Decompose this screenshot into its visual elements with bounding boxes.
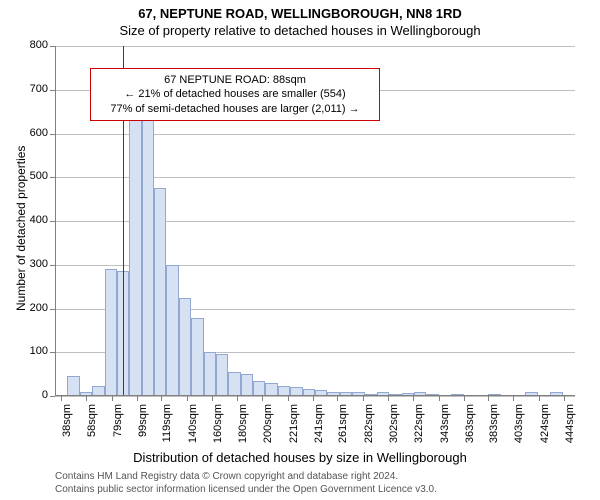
- x-tick: [262, 396, 263, 401]
- histogram-bar: [154, 188, 166, 396]
- x-tick-label: 343sqm: [439, 404, 451, 454]
- x-tick: [488, 396, 489, 401]
- x-tick: [313, 396, 314, 401]
- y-tick-label: 600: [20, 127, 48, 139]
- annotation-line3: 77% of semi-detached houses are larger (…: [97, 102, 373, 116]
- y-tick-label: 300: [20, 258, 48, 270]
- histogram-bar: [191, 318, 203, 396]
- attribution-line1: Contains HM Land Registry data © Crown c…: [55, 470, 437, 483]
- x-tick-label: 99sqm: [137, 404, 149, 454]
- x-tick: [187, 396, 188, 401]
- histogram-bar: [129, 107, 141, 396]
- x-axis: [55, 395, 575, 396]
- x-tick: [112, 396, 113, 401]
- x-tick: [464, 396, 465, 401]
- x-tick: [288, 396, 289, 401]
- x-tick-label: 119sqm: [161, 404, 173, 454]
- y-tick-label: 700: [20, 83, 48, 95]
- attribution: Contains HM Land Registry data © Crown c…: [55, 470, 437, 496]
- x-tick: [212, 396, 213, 401]
- x-tick: [513, 396, 514, 401]
- histogram-bar: [179, 298, 191, 396]
- y-tick-label: 800: [20, 39, 48, 51]
- x-tick: [237, 396, 238, 401]
- x-tick-label: 140sqm: [187, 404, 199, 454]
- y-tick-label: 100: [20, 345, 48, 357]
- x-tick-label: 444sqm: [564, 404, 576, 454]
- histogram-bar: [142, 103, 154, 396]
- y-axis: [55, 46, 56, 396]
- x-tick-label: 424sqm: [539, 404, 551, 454]
- gridline: [55, 396, 575, 397]
- x-tick-label: 383sqm: [488, 404, 500, 454]
- y-tick-label: 400: [20, 214, 48, 226]
- x-tick-label: 403sqm: [513, 404, 525, 454]
- x-tick: [388, 396, 389, 401]
- x-tick: [439, 396, 440, 401]
- x-tick-label: 221sqm: [288, 404, 300, 454]
- x-tick: [363, 396, 364, 401]
- histogram-bar: [241, 374, 253, 396]
- x-tick: [413, 396, 414, 401]
- histogram-bar: [204, 352, 216, 396]
- chart-title: 67, NEPTUNE ROAD, WELLINGBOROUGH, NN8 1R…: [0, 0, 600, 21]
- x-tick-label: 282sqm: [363, 404, 375, 454]
- attribution-line2: Contains public sector information licen…: [55, 483, 437, 496]
- histogram-bar: [228, 372, 240, 396]
- histogram-bar: [253, 381, 265, 396]
- annotation-line1: 67 NEPTUNE ROAD: 88sqm: [97, 73, 373, 87]
- x-tick: [137, 396, 138, 401]
- x-tick-label: 79sqm: [112, 404, 124, 454]
- x-tick: [161, 396, 162, 401]
- histogram-bar: [166, 265, 178, 396]
- y-tick-label: 200: [20, 302, 48, 314]
- y-tick-label: 500: [20, 170, 48, 182]
- annotation-line2: ← 21% of detached houses are smaller (55…: [97, 87, 373, 101]
- x-tick: [337, 396, 338, 401]
- x-tick-label: 261sqm: [337, 404, 349, 454]
- y-tick: [50, 396, 55, 397]
- y-tick-label: 0: [20, 389, 48, 401]
- x-tick-label: 58sqm: [86, 404, 98, 454]
- histogram-bar: [216, 354, 228, 396]
- x-tick: [86, 396, 87, 401]
- histogram-bar: [105, 269, 117, 396]
- x-tick-label: 180sqm: [237, 404, 249, 454]
- chart-subtitle: Size of property relative to detached ho…: [0, 21, 600, 42]
- x-tick-label: 363sqm: [464, 404, 476, 454]
- x-tick: [564, 396, 565, 401]
- x-tick-label: 38sqm: [61, 404, 73, 454]
- x-tick: [61, 396, 62, 401]
- annotation-box: 67 NEPTUNE ROAD: 88sqm ← 21% of detached…: [90, 68, 380, 121]
- x-tick-label: 160sqm: [212, 404, 224, 454]
- x-tick-label: 322sqm: [413, 404, 425, 454]
- gridline: [55, 46, 575, 47]
- x-tick-label: 200sqm: [262, 404, 274, 454]
- histogram-bar: [67, 376, 79, 396]
- x-tick-label: 302sqm: [388, 404, 400, 454]
- x-tick-label: 241sqm: [313, 404, 325, 454]
- x-tick: [539, 396, 540, 401]
